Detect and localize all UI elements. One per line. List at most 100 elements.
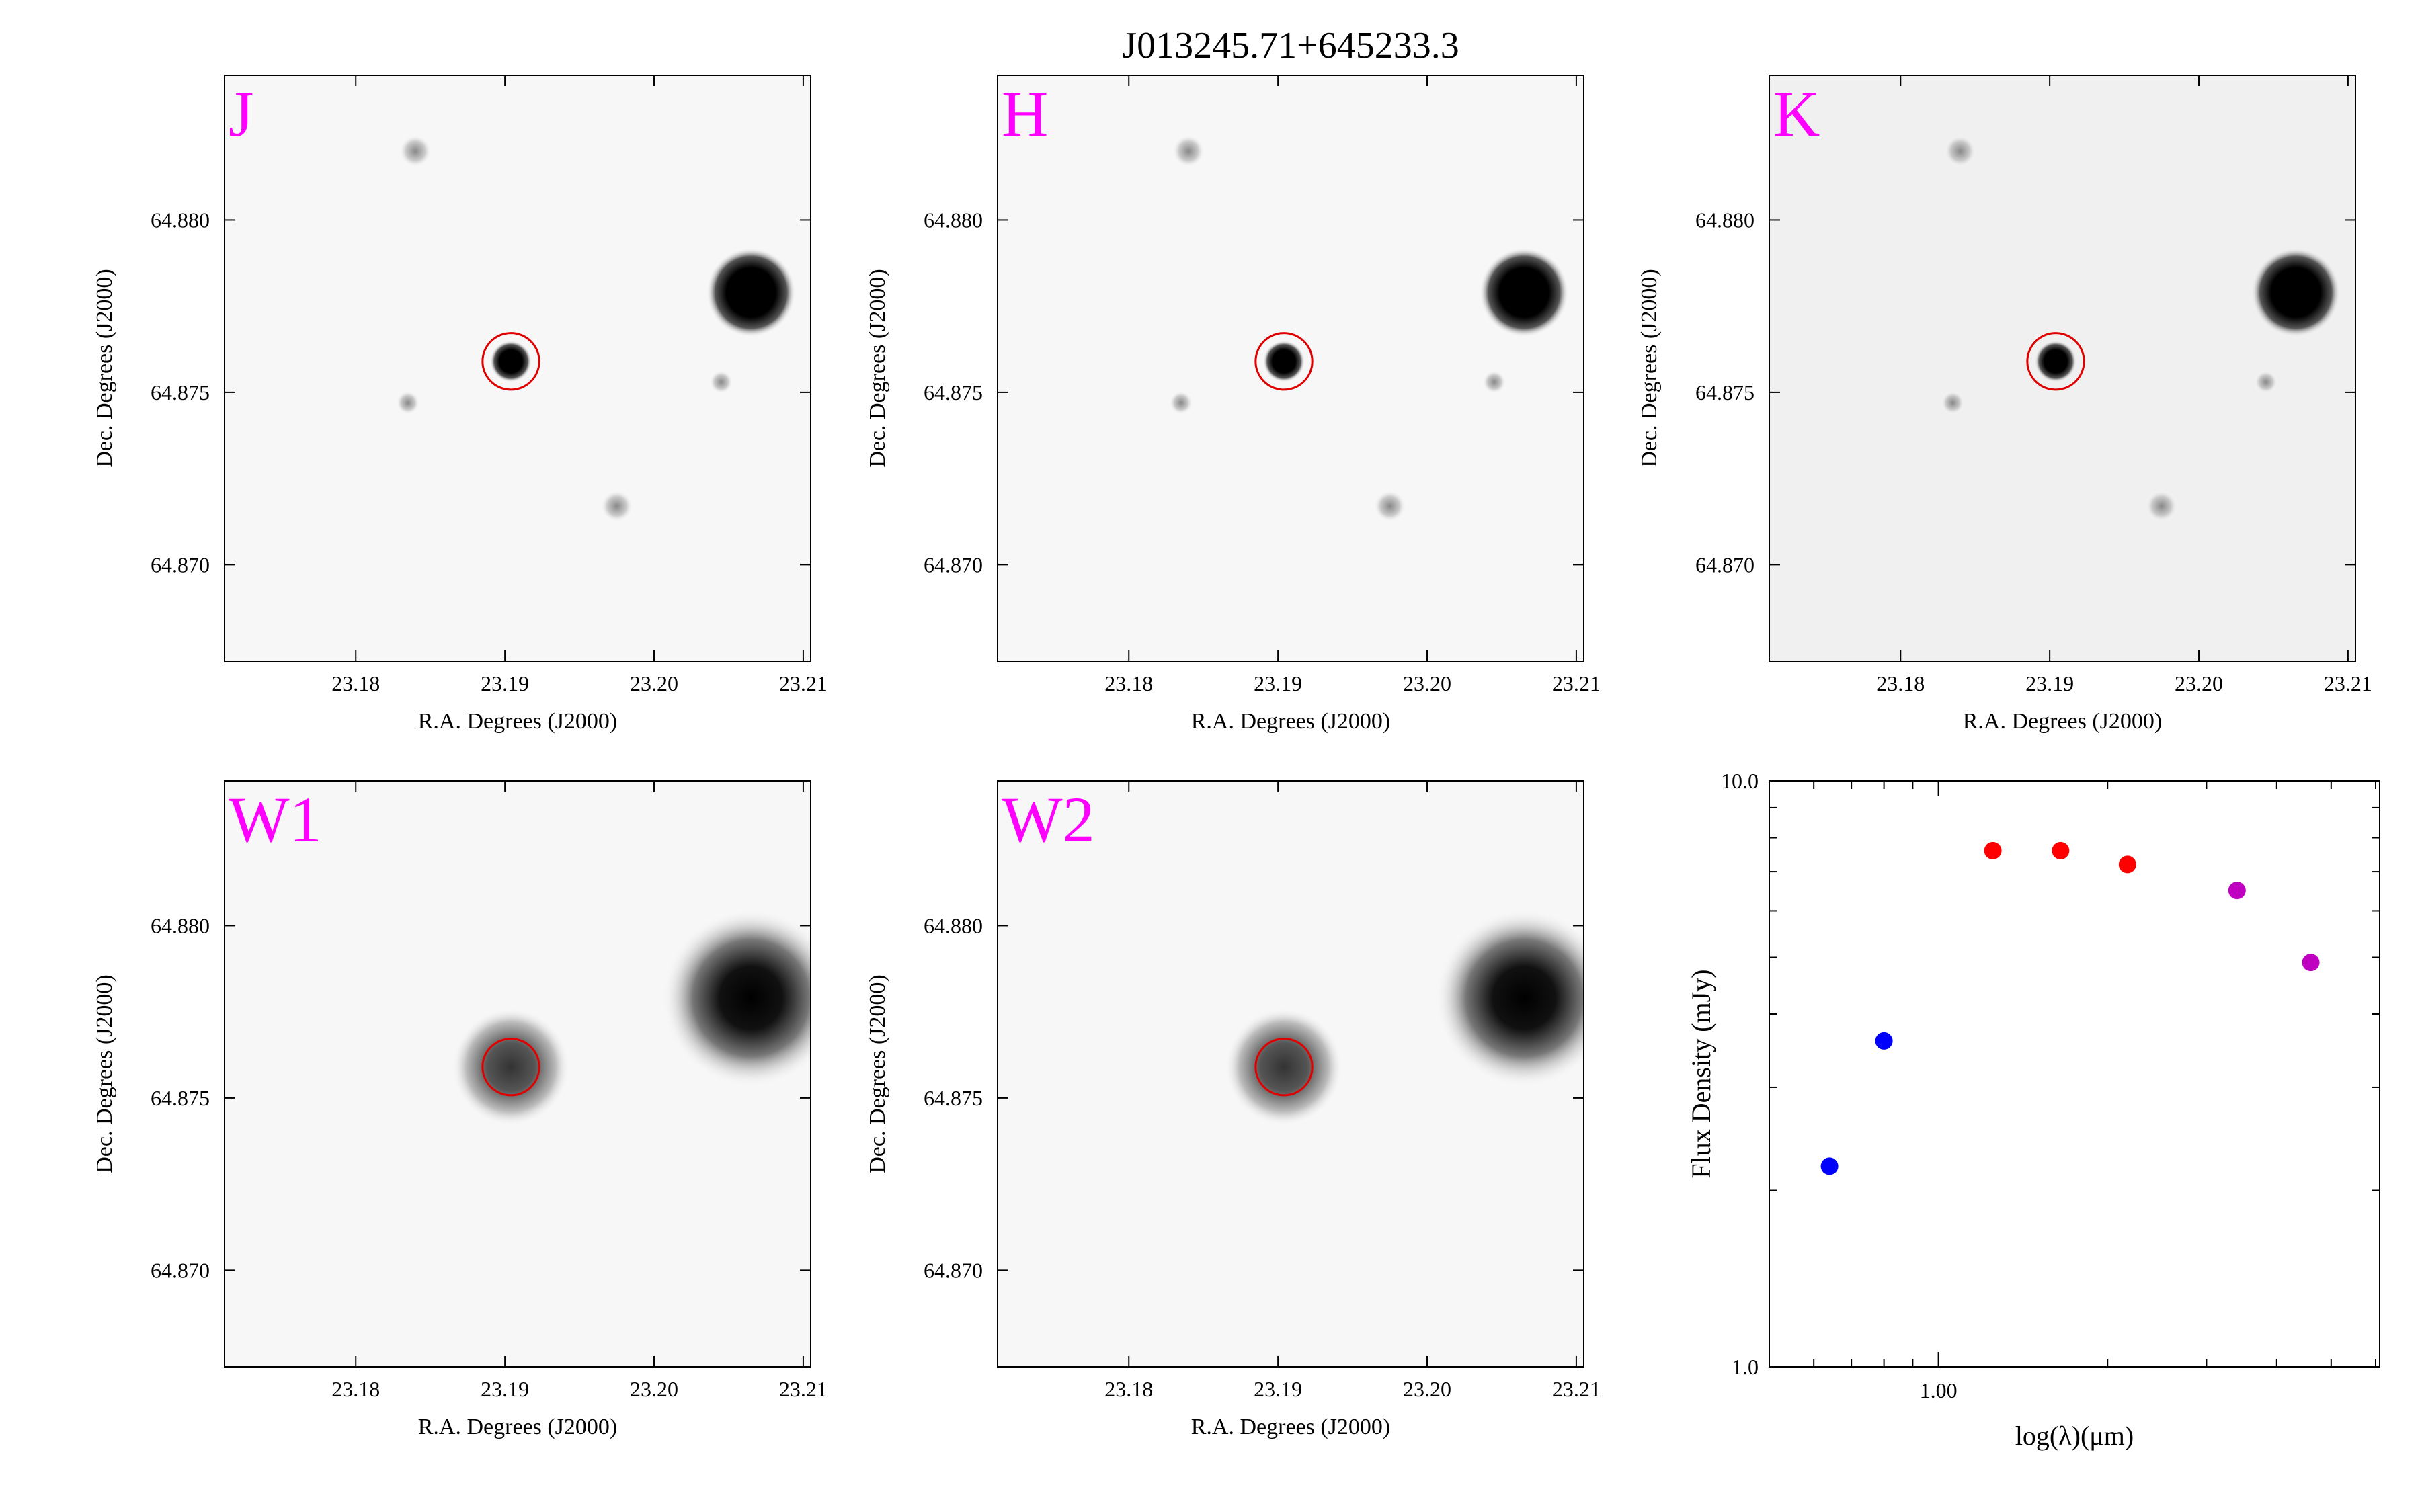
cutout-panel-w1: W1 23.18 23.19 23.20 23.21 64.880 64.875 64.870… xyxy=(92,780,828,1439)
y-axis-label: Dec. Degrees (J2000) xyxy=(1637,269,1662,468)
sed-x-tick-label: 1.00 xyxy=(1920,1378,1958,1402)
band-label: W1 xyxy=(229,784,322,855)
target-source xyxy=(451,1007,571,1127)
cutout-panels: J 23.18 23.19 23.20 23.21 64.880 64.875 64.870 R… xyxy=(92,75,2372,1439)
cutout-image xyxy=(225,75,811,661)
y-tick-label: 64.870 xyxy=(1695,552,1755,577)
y-tick-label: 64.880 xyxy=(151,913,210,937)
target-source xyxy=(489,340,532,382)
cutout-panel-j: J 23.18 23.19 23.20 23.21 64.880 64.875 64.870 R… xyxy=(92,75,828,734)
x-axis-label: R.A. Degrees (J2000) xyxy=(1963,709,2163,734)
cutout-image xyxy=(1769,75,2355,661)
x-tick-label: 23.19 xyxy=(481,1377,529,1401)
y-tick-label: 64.870 xyxy=(924,1258,983,1282)
star-blob xyxy=(1373,489,1406,523)
star-blob xyxy=(1435,909,1584,1088)
x-axis-label: R.A. Degrees (J2000) xyxy=(1191,1415,1391,1439)
x-tick-label: 23.21 xyxy=(779,1377,828,1401)
y-tick-label: 64.880 xyxy=(1695,208,1755,232)
sed-y-tick-label: 1.0 xyxy=(1732,1355,1759,1379)
aperture-circle xyxy=(2026,332,2085,391)
aperture-circle xyxy=(1254,1038,1314,1097)
cutout-image xyxy=(225,781,811,1367)
x-axis-label: R.A. Degrees (J2000) xyxy=(418,1415,618,1439)
panel-frame xyxy=(1769,75,2356,662)
sed-series-blue xyxy=(1820,1032,1893,1175)
star-blob xyxy=(709,370,733,394)
target-source xyxy=(2034,340,2077,382)
x-tick-label: 23.21 xyxy=(1552,1377,1601,1401)
y-axis-label: Dec. Degrees (J2000) xyxy=(92,974,117,1173)
x-tick-label: 23.20 xyxy=(2175,671,2223,696)
sed-plot: 1.00 10.0 1.0 log(λ)(μm) Flux Density (mJy) xyxy=(1686,769,2380,1451)
target-source xyxy=(1262,340,1305,382)
panel-frame xyxy=(997,780,1584,1368)
x-tick-label: 23.20 xyxy=(1403,671,1451,696)
sed-point xyxy=(2052,841,2070,859)
band-label: H xyxy=(1002,78,1048,150)
x-tick-label: 23.19 xyxy=(481,671,529,696)
y-axis-label: Dec. Degrees (J2000) xyxy=(865,974,890,1173)
star-blob xyxy=(1172,134,1205,168)
star-blob xyxy=(2254,370,2278,394)
band-label: W2 xyxy=(1002,784,1095,855)
y-tick-label: 64.880 xyxy=(151,208,210,232)
sed-point xyxy=(1820,1157,1839,1175)
x-tick-label: 23.18 xyxy=(1104,1377,1153,1401)
y-axis-label: Dec. Degrees (J2000) xyxy=(865,269,890,468)
x-tick-label: 23.18 xyxy=(331,1377,380,1401)
x-axis-label: R.A. Degrees (J2000) xyxy=(1191,709,1391,734)
y-tick-label: 64.870 xyxy=(924,552,983,577)
y-tick-label: 64.870 xyxy=(151,552,210,577)
aperture-circle xyxy=(1254,332,1314,391)
y-tick-label: 64.880 xyxy=(924,208,983,232)
y-tick-label: 64.875 xyxy=(924,1086,983,1110)
x-tick-label: 23.18 xyxy=(331,671,380,696)
panel-frame xyxy=(224,780,811,1368)
x-tick-label: 23.18 xyxy=(1104,671,1153,696)
x-tick-label: 23.20 xyxy=(630,671,678,696)
sed-x-axis-label: log(λ)(μm) xyxy=(2015,1421,2134,1451)
cutout-panel-k: K 23.18 23.19 23.20 23.21 64.880 64.875 64.870 R… xyxy=(1637,75,2372,734)
target-source xyxy=(1224,1007,1344,1127)
x-tick-label: 23.19 xyxy=(1254,671,1302,696)
cutout-image xyxy=(998,75,1584,661)
x-tick-label: 23.19 xyxy=(1254,1377,1302,1401)
y-tick-label: 64.875 xyxy=(151,1086,210,1110)
sed-point xyxy=(1984,841,2002,859)
cutout-image xyxy=(998,781,1584,1367)
star-blob xyxy=(1941,390,1965,415)
x-tick-label: 23.20 xyxy=(630,1377,678,1401)
aperture-circle xyxy=(481,1038,540,1097)
sed-series-purple xyxy=(2228,882,2320,972)
x-tick-label: 23.19 xyxy=(2025,671,2074,696)
sed-point xyxy=(2228,882,2246,900)
star-blob xyxy=(706,247,796,337)
star-blob xyxy=(2145,489,2178,523)
band-label: J xyxy=(229,78,253,150)
x-tick-label: 23.20 xyxy=(1403,1377,1451,1401)
star-blob xyxy=(396,390,420,415)
y-tick-label: 64.880 xyxy=(924,913,983,937)
y-tick-label: 64.875 xyxy=(1695,380,1755,405)
cutout-panel-w2: W2 23.18 23.19 23.20 23.21 64.880 64.875 64.870… xyxy=(865,780,1601,1439)
x-tick-label: 23.18 xyxy=(1876,671,1925,696)
sed-point xyxy=(1875,1032,1893,1050)
star-blob xyxy=(399,134,432,168)
star-blob xyxy=(2251,247,2341,337)
sed-series-red xyxy=(1984,841,2136,874)
star-blob xyxy=(1943,134,1977,168)
panel-frame xyxy=(224,75,811,662)
x-tick-label: 23.21 xyxy=(1552,671,1601,696)
aperture-circle xyxy=(481,332,540,391)
cutout-panel-h: H 23.18 23.19 23.20 23.21 64.880 64.875 64.870 R… xyxy=(865,75,1601,734)
star-blob xyxy=(661,909,811,1088)
x-tick-label: 23.21 xyxy=(2324,671,2372,696)
figure-title: J013245.71+645233.3 xyxy=(1122,25,1459,67)
y-tick-label: 64.875 xyxy=(924,380,983,405)
y-tick-label: 64.870 xyxy=(151,1258,210,1282)
star-blob xyxy=(1169,390,1193,415)
sed-y-axis-label: Flux Density (mJy) xyxy=(1686,969,1716,1178)
star-blob xyxy=(1479,247,1569,337)
